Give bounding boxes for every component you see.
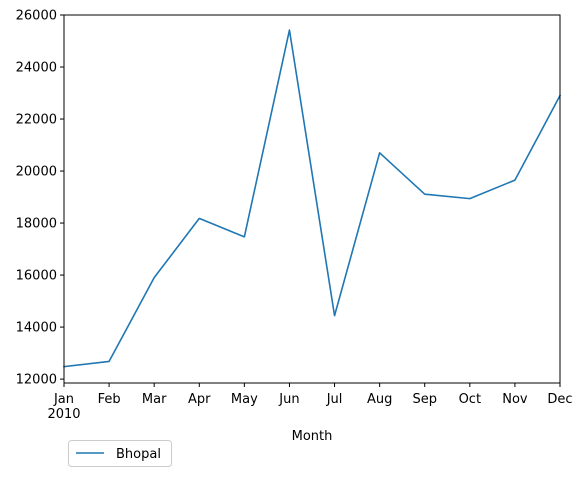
x-tick-label: Nov bbox=[502, 392, 528, 407]
legend-box bbox=[68, 440, 172, 467]
y-tick-label: 22000 bbox=[16, 113, 57, 128]
y-tick-label: 14000 bbox=[16, 321, 57, 336]
y-tick-label: 20000 bbox=[16, 165, 57, 180]
x-tick-label: Jul bbox=[326, 392, 343, 407]
x-tick-label: May bbox=[231, 392, 258, 407]
x-axis-year-label: 2010 bbox=[47, 407, 80, 422]
x-tick-label: Apr bbox=[188, 392, 211, 407]
x-axis-title: Month bbox=[292, 429, 333, 444]
x-tick-label: Jan bbox=[53, 392, 74, 407]
series-line-bhopal bbox=[63, 29, 562, 368]
y-tick-label: 26000 bbox=[16, 9, 57, 24]
x-tick-label: Mar bbox=[142, 392, 167, 407]
x-tick-label: Sep bbox=[412, 392, 437, 407]
x-axis: Jan Feb Mar Apr May Jun Jul Aug Sep Oct Nov Dec bbox=[53, 383, 573, 407]
plot-area bbox=[64, 15, 560, 383]
series-layer bbox=[63, 29, 562, 368]
x-tick-label: Oct bbox=[459, 392, 481, 407]
x-tick-label: Dec bbox=[547, 392, 572, 407]
legend: Bhopal bbox=[68, 440, 172, 467]
x-tick-label: Aug bbox=[367, 392, 392, 407]
legend-label-bhopal: Bhopal bbox=[116, 447, 161, 462]
y-tick-label: 18000 bbox=[16, 217, 57, 232]
y-tick-label: 24000 bbox=[16, 61, 57, 76]
x-tick-label: Jun bbox=[278, 392, 299, 407]
y-axis: 12000 14000 16000 18000 20000 22000 24000 26000 bbox=[16, 9, 64, 388]
x-tick-label: Feb bbox=[98, 392, 121, 407]
plot-frame bbox=[63, 14, 561, 384]
y-tick-label: 12000 bbox=[16, 373, 57, 388]
y-tick-label: 16000 bbox=[16, 269, 57, 284]
